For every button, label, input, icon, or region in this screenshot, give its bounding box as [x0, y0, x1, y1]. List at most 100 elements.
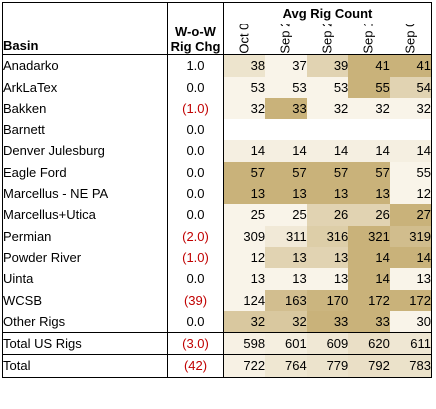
rig-count-cell: 38	[223, 54, 266, 77]
date-label: Sep 15	[360, 24, 376, 54]
date-label: Oct 06	[236, 24, 252, 54]
wow-change-value: 1.0	[167, 54, 224, 77]
wow-change-value: 0.0	[167, 76, 224, 98]
header-blank-basin	[2, 2, 168, 25]
basin-column-header: Basin	[2, 24, 168, 55]
rig-count-cell: 309	[223, 225, 266, 247]
rig-count-cell: 311	[265, 225, 307, 247]
rig-count-cell: 609	[306, 332, 349, 355]
rig-count-table: Avg Rig Count Basin W-o-W Rig Chg Oct 06…	[2, 2, 432, 378]
date-header-sep29: Sep 29	[265, 24, 307, 55]
date-header-sep08: Sep 08	[389, 24, 432, 55]
basin-name: Barnett	[2, 119, 168, 141]
wow-change-value: (1.0)	[167, 97, 224, 120]
rig-count-cell: 13	[306, 268, 349, 290]
basin-name: Permian	[2, 225, 168, 247]
basin-name: Powder River	[2, 246, 168, 269]
basin-name: Total	[2, 354, 168, 378]
table-row: Permian (2.0) 309 311 316 321 319	[2, 225, 432, 247]
rig-count-cell: 53	[306, 76, 349, 98]
basin-name: WCSB	[2, 289, 168, 311]
wow-change-value: 0.0	[167, 161, 224, 184]
wow-change-value: (1.0)	[167, 246, 224, 269]
rig-count-cell: 32	[389, 97, 432, 120]
wow-change-value: (3.0)	[167, 332, 224, 355]
header-blank-chg	[167, 2, 224, 25]
rig-count-cell: 13	[265, 246, 307, 269]
rig-count-cell: 41	[348, 54, 390, 77]
rig-count-cell: 54	[389, 76, 432, 98]
header-row-columns: Basin W-o-W Rig Chg Oct 06 Sep 29 Sep 22…	[2, 24, 432, 55]
rig-count-cell: 792	[348, 354, 390, 378]
rig-count-cell: 170	[306, 289, 349, 311]
rig-count-cell: 32	[265, 310, 307, 333]
rig-count-cell: 33	[306, 310, 349, 333]
rig-count-cell: 13	[265, 183, 307, 205]
table-row: Denver Julesburg 0.0 14 14 14 14 14	[2, 140, 432, 162]
rig-count-cell: 55	[389, 161, 432, 184]
basin-name: Total US Rigs	[2, 332, 168, 355]
rig-count-cell: 14	[265, 140, 307, 162]
table-row: Marcellus - NE PA 0.0 13 13 13 13 12	[2, 183, 432, 205]
rig-count-cell: 598	[223, 332, 266, 355]
rig-count-cell: 722	[223, 354, 266, 378]
rig-count-cell: 57	[348, 161, 390, 184]
rig-count-cell: 601	[265, 332, 307, 355]
rig-count-cell: 26	[306, 204, 349, 226]
rig-count-cell: 53	[265, 76, 307, 98]
rig-count-cell	[389, 119, 432, 141]
rig-count-cell: 12	[389, 183, 432, 205]
rig-count-cell: 764	[265, 354, 307, 378]
rig-count-cell: 27	[389, 204, 432, 226]
rig-count-cell: 611	[389, 332, 432, 355]
wow-change-value: (39)	[167, 289, 224, 311]
basin-name: Denver Julesburg	[2, 140, 168, 162]
rig-count-cell: 13	[223, 268, 266, 290]
table-row: ArkLaTex 0.0 53 53 53 55 54	[2, 76, 432, 98]
basin-name: Marcellus - NE PA	[2, 183, 168, 205]
basin-name: Other Rigs	[2, 310, 168, 333]
rig-count-cell: 316	[306, 225, 349, 247]
rig-count-cell: 57	[265, 161, 307, 184]
table-row: Barnett 0.0	[2, 119, 432, 141]
rig-count-cell: 39	[306, 54, 349, 77]
date-header-sep22: Sep 22	[307, 24, 349, 55]
rig-count-cell: 30	[389, 310, 432, 333]
rig-count-cell: 13	[306, 246, 349, 269]
table-row: Uinta 0.0 13 13 13 14 13	[2, 268, 432, 290]
rig-count-cell: 37	[265, 54, 307, 77]
rig-count-cell: 13	[348, 183, 390, 205]
date-label: Sep 29	[277, 24, 293, 54]
total-row: Total US Rigs (3.0) 598 601 609 620 611	[2, 332, 432, 355]
rig-count-cell: 163	[265, 289, 307, 311]
rig-count-cell: 14	[389, 246, 432, 269]
header-row-group: Avg Rig Count	[2, 2, 432, 25]
rig-count-cell: 25	[223, 204, 266, 226]
rig-count-cell: 13	[306, 183, 349, 205]
rig-count-cell: 14	[348, 140, 390, 162]
basin-name: Bakken	[2, 97, 168, 120]
wow-change-value: 0.0	[167, 140, 224, 162]
table-body: Avg Rig Count Basin W-o-W Rig Chg Oct 06…	[2, 2, 432, 378]
wow-change-value: (2.0)	[167, 225, 224, 247]
basin-name: Eagle Ford	[2, 161, 168, 184]
rig-count-cell: 32	[223, 310, 266, 333]
rig-count-cell: 12	[223, 246, 266, 269]
rig-count-cell: 41	[389, 54, 432, 77]
rig-count-cell: 32	[306, 97, 349, 120]
wow-change-value: 0.0	[167, 183, 224, 205]
table-row: Eagle Ford 0.0 57 57 57 57 55	[2, 161, 432, 184]
avg-rig-count-title: Avg Rig Count	[223, 2, 432, 25]
rig-count-cell: 33	[265, 97, 307, 120]
rig-count-cell	[348, 119, 390, 140]
rig-count-cell: 57	[306, 161, 349, 184]
date-label: Sep 22	[319, 24, 335, 54]
date-label: Sep 08	[402, 24, 418, 54]
rig-count-cell	[224, 119, 266, 140]
rig-count-cell: 14	[348, 246, 390, 269]
basin-name: Uinta	[2, 268, 168, 290]
table-row: Other Rigs 0.0 32 32 33 33 30	[2, 310, 432, 333]
table-row: Anadarko 1.0 38 37 39 41 41	[2, 54, 432, 77]
rig-count-cell	[307, 119, 349, 140]
table-row: Marcellus+Utica 0.0 25 25 26 26 27	[2, 204, 432, 226]
